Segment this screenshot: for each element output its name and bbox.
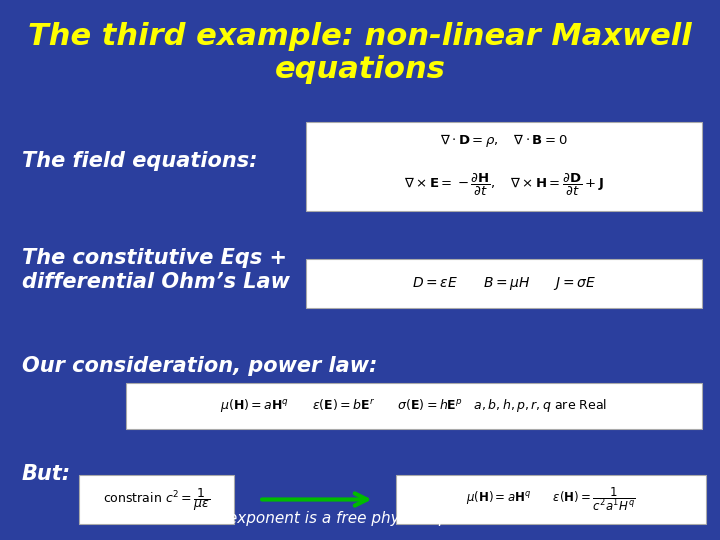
FancyBboxPatch shape: [306, 122, 702, 211]
FancyBboxPatch shape: [79, 475, 234, 524]
Text: The third example: non-linear Maxwell
equations: The third example: non-linear Maxwell eq…: [28, 22, 692, 84]
Text: Our consideration, power law:: Our consideration, power law:: [22, 356, 377, 376]
Text: But:: But:: [22, 464, 71, 484]
Text: The constitutive Eqs +
differential Ohm’s Law: The constitutive Eqs + differential Ohm’…: [22, 248, 289, 292]
Text: $\mu(\mathbf{H}) = a\mathbf{H}^q \qquad \epsilon(\mathbf{E}) = b\mathbf{E}^r \qq: $\mu(\mathbf{H}) = a\mathbf{H}^q \qquad …: [220, 397, 608, 415]
Text: $\nabla \cdot \mathbf{D} = \rho, \quad \nabla \cdot \mathbf{B} = 0$: $\nabla \cdot \mathbf{D} = \rho, \quad \…: [440, 132, 568, 149]
FancyBboxPatch shape: [396, 475, 706, 524]
Text: $D = \epsilon E \qquad B = \mu H \qquad J = \sigma E$: $D = \epsilon E \qquad B = \mu H \qquad …: [412, 275, 596, 292]
Text: $\mu(\mathbf{H}) = a\mathbf{H}^q \qquad \epsilon(\mathbf{H}) = \dfrac{1}{c^2 a^1: $\mu(\mathbf{H}) = a\mathbf{H}^q \qquad …: [466, 485, 636, 514]
Text: the exponent is a free physical parameter.: the exponent is a free physical paramete…: [197, 511, 523, 526]
FancyBboxPatch shape: [306, 259, 702, 308]
Text: The field equations:: The field equations:: [22, 151, 257, 171]
Text: $\mathrm{constrain}\ c^2 = \dfrac{1}{\mu\epsilon}$: $\mathrm{constrain}\ c^2 = \dfrac{1}{\mu…: [103, 486, 210, 513]
Text: $\nabla \times \mathbf{E} = -\dfrac{\partial \mathbf{H}}{\partial t}, \quad \nab: $\nabla \times \mathbf{E} = -\dfrac{\par…: [404, 172, 604, 198]
FancyBboxPatch shape: [126, 383, 702, 429]
